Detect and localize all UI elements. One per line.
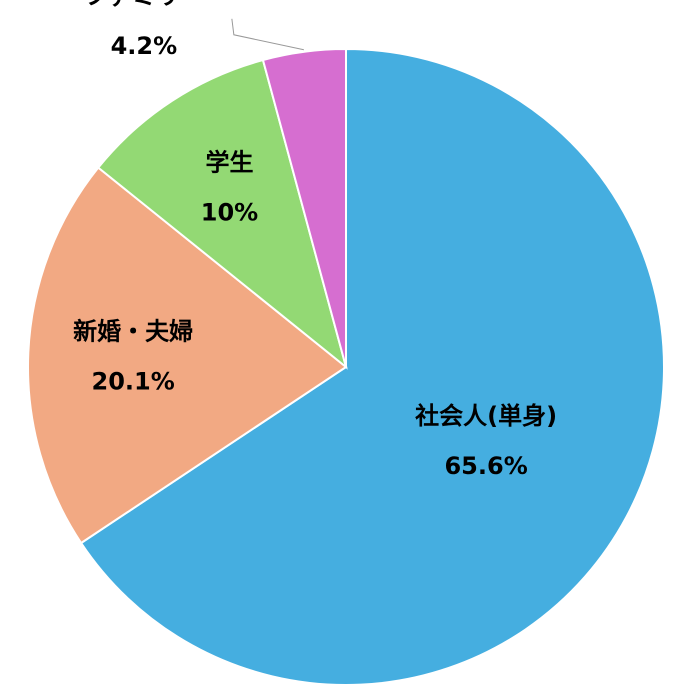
leader-line bbox=[231, 18, 304, 51]
pie-slice bbox=[79, 47, 665, 686]
value-label: 20.1% bbox=[92, 367, 175, 395]
pie-slice bbox=[261, 47, 347, 368]
pie-slice bbox=[27, 166, 348, 545]
slice-label: 学生 bbox=[205, 149, 253, 177]
pie-slice bbox=[96, 58, 348, 370]
value-label: 4.2% bbox=[111, 32, 178, 60]
slice-label: 新婚・夫婦 bbox=[73, 317, 193, 345]
value-label: 10% bbox=[201, 199, 258, 227]
slice-label: ファミリー bbox=[84, 0, 204, 10]
value-label: 65.6% bbox=[444, 452, 527, 480]
slice-label: 社会人(単身) bbox=[415, 402, 557, 430]
